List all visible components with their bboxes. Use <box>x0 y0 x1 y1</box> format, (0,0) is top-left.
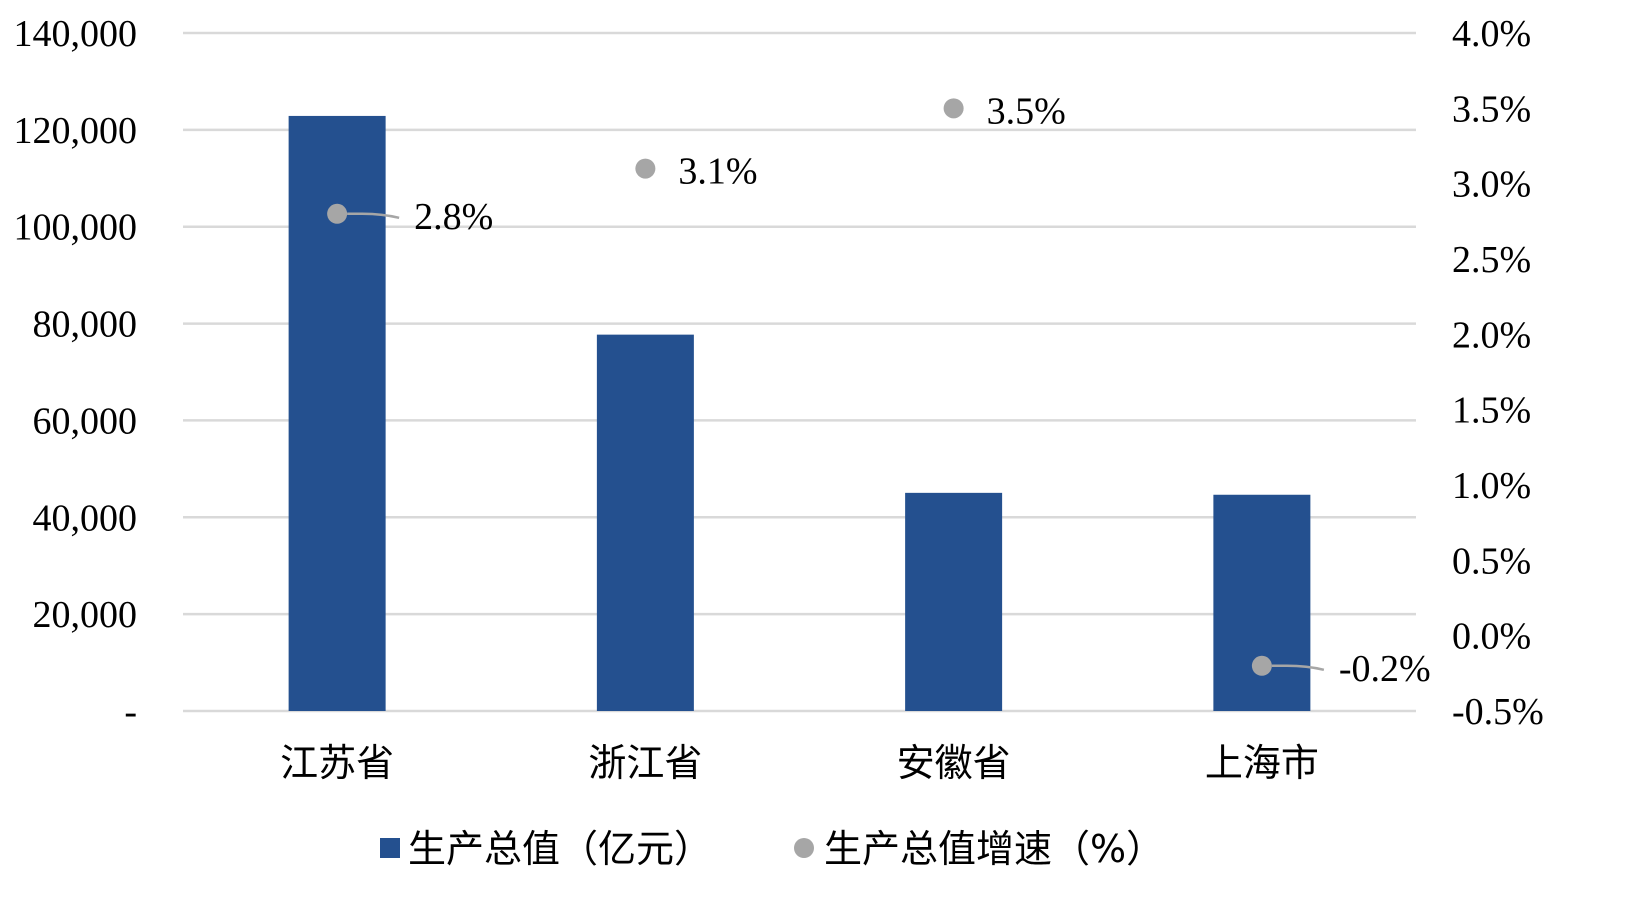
left-axis: - 20,000 40,000 60,000 80,000 100,000 120,000 1… <box>14 13 138 733</box>
right-tick-label: 0.0% <box>1452 616 1531 658</box>
growth-series: 2.8% 3.1% 3.5% -0.2% <box>327 90 1431 690</box>
growth-data-label: 3.1% <box>678 151 757 193</box>
bar <box>596 334 694 711</box>
left-tick-label: 40,000 <box>33 497 138 539</box>
left-tick-label: 120,000 <box>14 110 138 152</box>
left-tick-label: - <box>124 691 137 733</box>
left-tick-label: 20,000 <box>33 594 138 636</box>
right-tick-label: 1.0% <box>1452 465 1531 507</box>
growth-data-label: -0.2% <box>1339 648 1431 690</box>
gridlines <box>183 31 1416 713</box>
left-tick-label: 100,000 <box>14 207 138 249</box>
leader-line <box>1271 664 1325 672</box>
category-label: 上海市 <box>1205 741 1319 785</box>
growth-data-label: 3.5% <box>987 90 1066 132</box>
right-tick-label: 2.0% <box>1452 314 1531 356</box>
right-tick-label: 0.5% <box>1452 540 1531 582</box>
right-tick-label: 4.0% <box>1452 13 1531 55</box>
leader-line <box>347 212 400 220</box>
right-axis: -0.5% 0.0% 0.5% 1.0% 1.5% 2.0% 2.5% 3.0% 3.5% 4.0… <box>1452 13 1544 733</box>
left-tick-label: 80,000 <box>33 304 138 346</box>
growth-point <box>1251 655 1272 676</box>
bar <box>905 492 1003 711</box>
legend-label-growth: 生产总值增速（%） <box>824 827 1164 871</box>
category-label: 江苏省 <box>280 741 394 785</box>
left-tick-label: 60,000 <box>33 400 138 442</box>
right-tick-label: 1.5% <box>1452 390 1531 432</box>
legend: 生产总值（亿元） 生产总值增速（%） <box>380 827 1164 871</box>
right-tick-label: -0.5% <box>1452 691 1544 733</box>
right-tick-label: 2.5% <box>1452 239 1531 281</box>
bar <box>1213 494 1311 711</box>
growth-point <box>327 203 348 224</box>
category-label: 浙江省 <box>588 741 702 785</box>
legend-swatch-gdp <box>380 838 400 858</box>
legend-swatch-growth <box>794 838 814 858</box>
category-label: 安徽省 <box>897 741 1011 785</box>
right-tick-label: 3.5% <box>1452 88 1531 130</box>
category-axis: 江苏省 浙江省 安徽省 上海市 <box>280 741 1319 785</box>
growth-data-label: 2.8% <box>414 196 493 238</box>
legend-label-gdp: 生产总值（亿元） <box>408 827 712 871</box>
growth-point <box>943 98 964 119</box>
right-tick-label: 3.0% <box>1452 164 1531 206</box>
growth-point <box>635 158 656 179</box>
left-tick-label: 140,000 <box>14 13 138 55</box>
